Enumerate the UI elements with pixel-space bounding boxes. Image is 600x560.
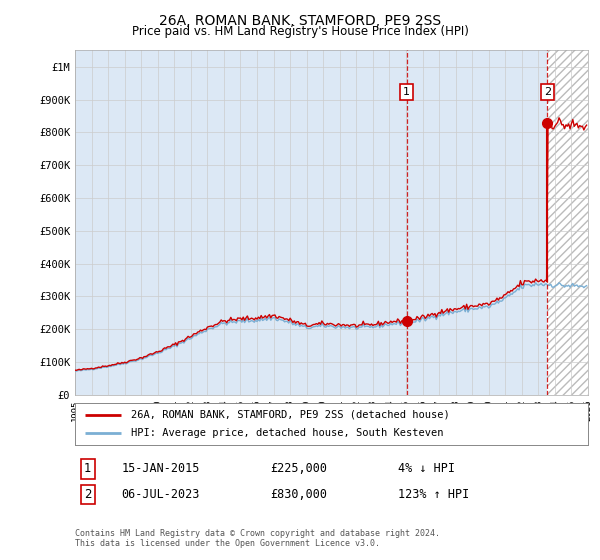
Text: Price paid vs. HM Land Registry's House Price Index (HPI): Price paid vs. HM Land Registry's House … (131, 25, 469, 38)
Bar (547, 50, 588, 395)
Text: 26A, ROMAN BANK, STAMFORD, PE9 2SS: 26A, ROMAN BANK, STAMFORD, PE9 2SS (159, 14, 441, 28)
Text: £225,000: £225,000 (270, 463, 327, 475)
Text: Contains HM Land Registry data © Crown copyright and database right 2024.: Contains HM Land Registry data © Crown c… (75, 529, 440, 538)
Text: £830,000: £830,000 (270, 488, 327, 501)
Text: 15-JAN-2015: 15-JAN-2015 (121, 463, 200, 475)
Text: 2: 2 (544, 87, 551, 97)
Text: 123% ↑ HPI: 123% ↑ HPI (398, 488, 469, 501)
Bar (75, 50, 547, 395)
Text: 4% ↓ HPI: 4% ↓ HPI (398, 463, 455, 475)
Text: 1: 1 (403, 87, 410, 97)
Text: 06-JUL-2023: 06-JUL-2023 (121, 488, 200, 501)
Text: This data is licensed under the Open Government Licence v3.0.: This data is licensed under the Open Gov… (75, 539, 380, 548)
Bar (547, 50, 588, 395)
Text: 26A, ROMAN BANK, STAMFORD, PE9 2SS (detached house): 26A, ROMAN BANK, STAMFORD, PE9 2SS (deta… (131, 410, 450, 420)
Text: 1: 1 (84, 463, 92, 475)
Text: 2: 2 (84, 488, 92, 501)
Text: HPI: Average price, detached house, South Kesteven: HPI: Average price, detached house, Sout… (131, 428, 444, 438)
